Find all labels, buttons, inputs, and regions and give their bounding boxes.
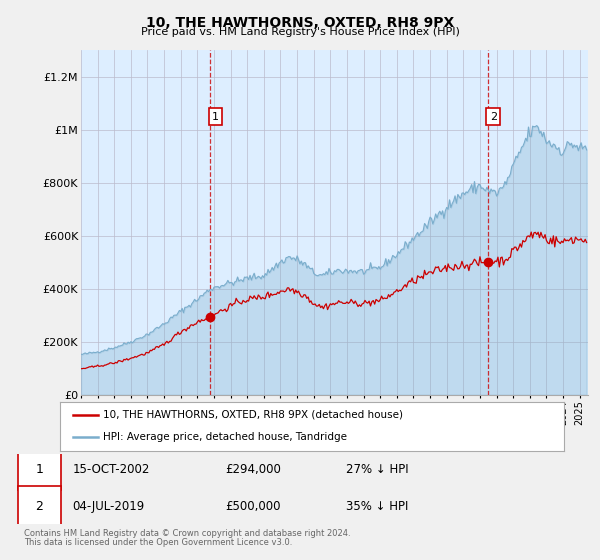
Text: 35% ↓ HPI: 35% ↓ HPI: [346, 500, 409, 512]
Text: 27% ↓ HPI: 27% ↓ HPI: [346, 463, 409, 476]
Text: £500,000: £500,000: [225, 500, 281, 512]
Text: 15-OCT-2002: 15-OCT-2002: [73, 463, 150, 476]
Text: 10, THE HAWTHORNS, OXTED, RH8 9PX (detached house): 10, THE HAWTHORNS, OXTED, RH8 9PX (detac…: [103, 410, 403, 420]
Text: 2: 2: [490, 111, 497, 122]
Text: 10, THE HAWTHORNS, OXTED, RH8 9PX: 10, THE HAWTHORNS, OXTED, RH8 9PX: [146, 16, 454, 30]
Text: 04-JUL-2019: 04-JUL-2019: [73, 500, 145, 512]
FancyBboxPatch shape: [18, 486, 61, 526]
Text: 2: 2: [35, 500, 43, 512]
Text: £294,000: £294,000: [225, 463, 281, 476]
Text: HPI: Average price, detached house, Tandridge: HPI: Average price, detached house, Tand…: [103, 432, 347, 442]
Text: Contains HM Land Registry data © Crown copyright and database right 2024.: Contains HM Land Registry data © Crown c…: [24, 530, 350, 539]
Text: This data is licensed under the Open Government Licence v3.0.: This data is licensed under the Open Gov…: [24, 539, 292, 548]
FancyBboxPatch shape: [18, 450, 61, 489]
Text: Price paid vs. HM Land Registry's House Price Index (HPI): Price paid vs. HM Land Registry's House …: [140, 27, 460, 37]
Text: 1: 1: [212, 111, 219, 122]
Text: 1: 1: [35, 463, 43, 476]
